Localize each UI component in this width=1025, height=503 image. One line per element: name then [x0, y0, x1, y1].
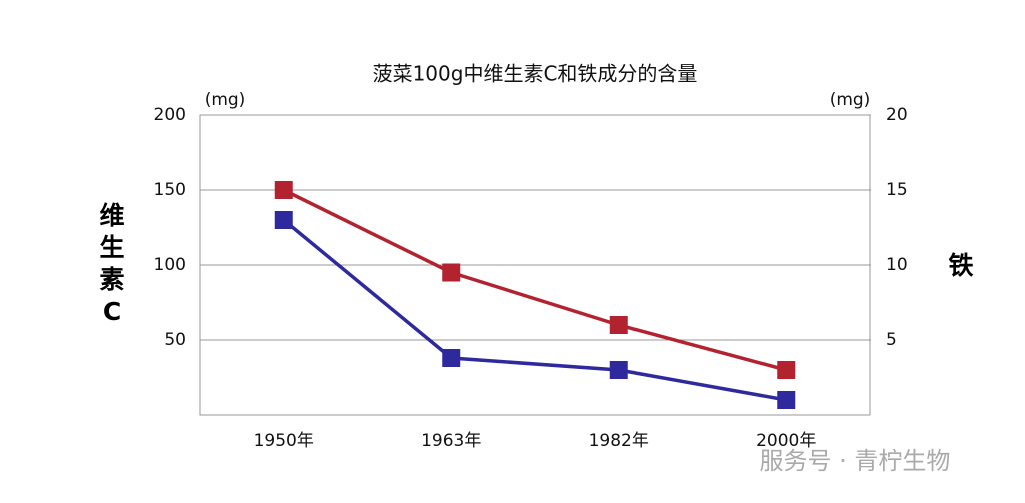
- y-axis-label: 维生素C: [99, 201, 125, 326]
- y2-unit: (mg): [830, 90, 871, 110]
- watermark: 服务号 · 青柠生物: [760, 447, 951, 475]
- point-marker: [274, 181, 293, 199]
- point-marker: [609, 361, 628, 379]
- series-line: [282, 218, 787, 402]
- y2-axis-label: 铁: [948, 251, 974, 280]
- x-tick-label: 1982年: [589, 431, 649, 451]
- point-marker: [274, 211, 293, 229]
- point-marker: [442, 349, 461, 367]
- y-tick-label: 100: [154, 255, 186, 275]
- y2-tick-label: 20: [886, 105, 908, 125]
- x-tick-label: 1950年: [254, 431, 314, 451]
- point-marker: [777, 361, 796, 379]
- point-marker: [609, 316, 628, 334]
- chart-title: 菠菜100g中维生素C和铁成分的含量: [373, 62, 698, 86]
- y-tick-label: 50: [164, 330, 186, 350]
- point-marker: [442, 263, 461, 282]
- y-tick-label: 150: [154, 180, 186, 200]
- y2-tick-label: 10: [886, 255, 908, 275]
- x-tick-label: 1963年: [421, 431, 481, 451]
- series-line: [282, 188, 787, 372]
- x-tick-label: 2000年: [756, 431, 816, 451]
- y2-tick-label: 5: [886, 330, 897, 350]
- y-unit: (mg): [205, 90, 246, 110]
- y2-tick-label: 15: [886, 180, 908, 200]
- point-marker: [777, 391, 796, 409]
- y-tick-label: 200: [154, 105, 186, 125]
